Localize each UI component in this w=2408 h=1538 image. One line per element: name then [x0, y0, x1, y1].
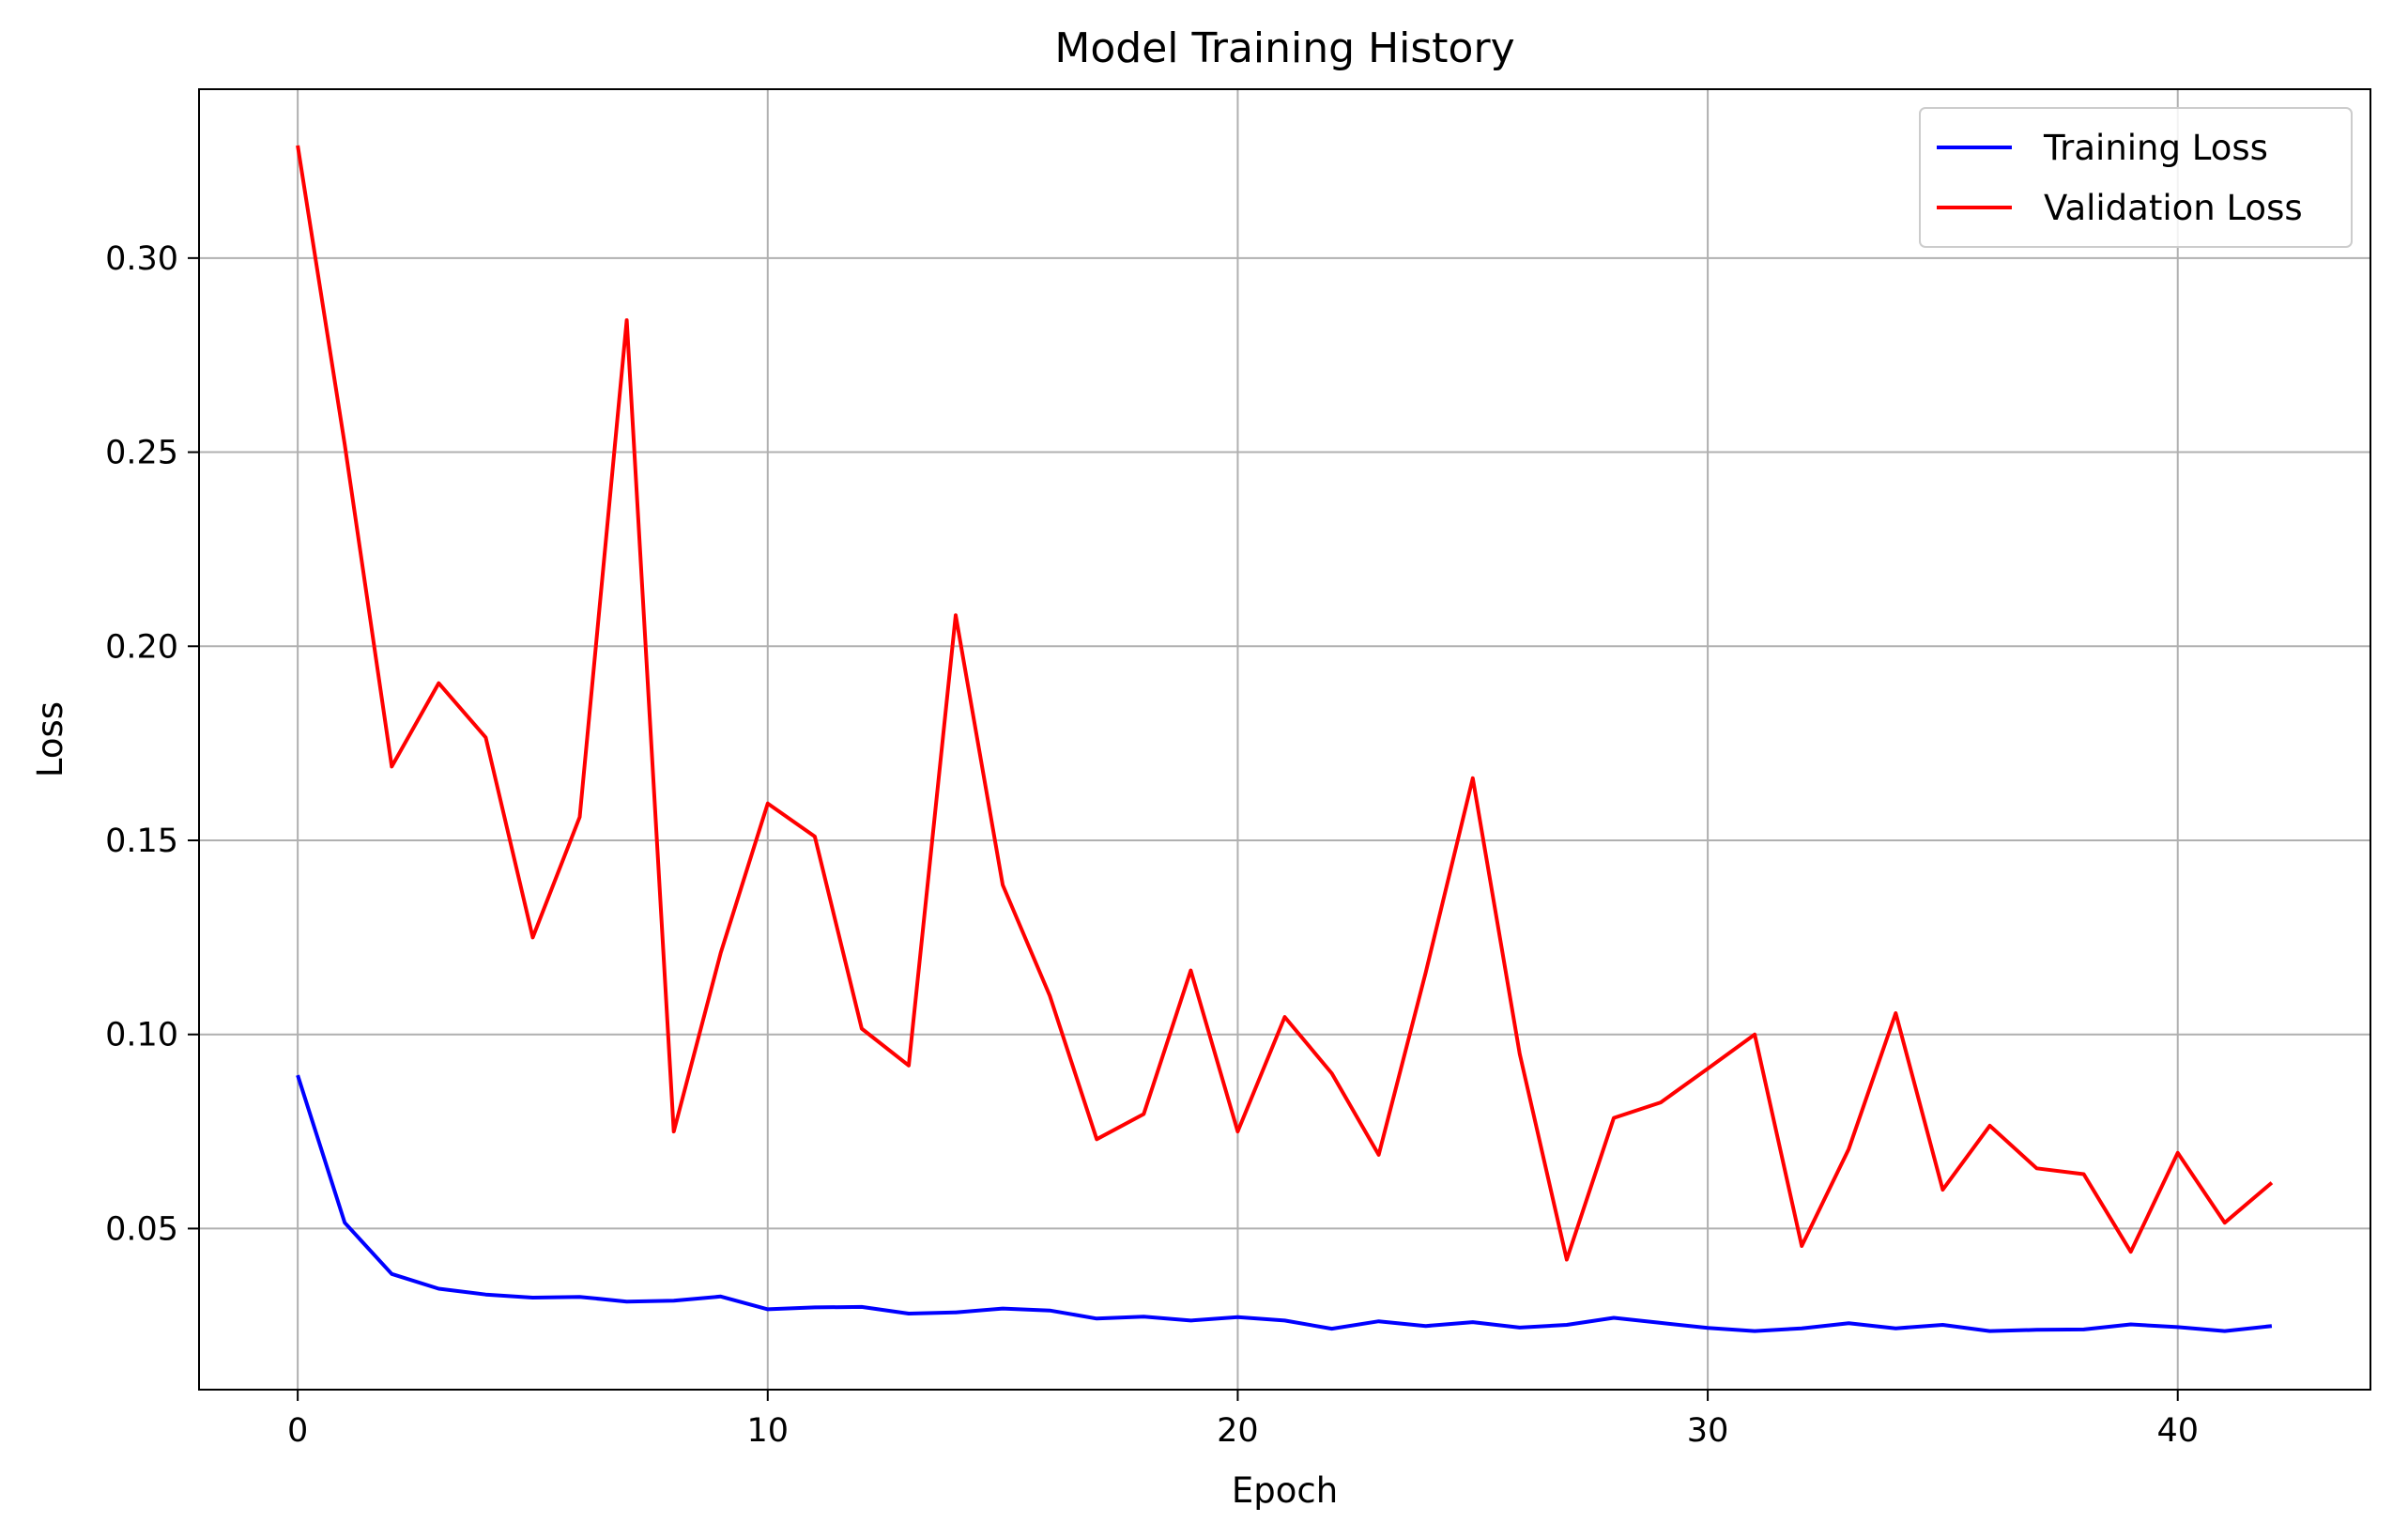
axis-ticks: 0 10 20 30 40 0.05 0.10 0.15 0.20 0.25 0.30 — [105, 240, 2199, 1450]
y-tick-label: 0.05 — [105, 1210, 178, 1248]
legend: Training Loss Validation Loss — [1919, 107, 2353, 248]
y-axis-label: Loss — [30, 701, 70, 777]
series-line-1 — [296, 145, 2274, 1262]
series-layer — [296, 145, 2274, 1333]
chart-title: Model Training History — [1054, 24, 1514, 72]
x-axis-label: Epoch — [1232, 1470, 1338, 1511]
y-tick-label: 0.30 — [105, 240, 178, 278]
x-tick-label: 20 — [1217, 1412, 1259, 1450]
x-tick-label: 10 — [747, 1412, 790, 1450]
y-tick-label: 0.15 — [105, 823, 178, 860]
y-tick-label: 0.10 — [105, 1017, 178, 1054]
legend-box — [1919, 107, 2353, 248]
legend-label: Validation Loss — [2044, 188, 2303, 228]
x-tick-label: 30 — [1687, 1412, 1729, 1450]
plot-frame — [198, 88, 2371, 1391]
series-line-0 — [296, 1074, 2273, 1333]
grid-lines — [199, 89, 2370, 1390]
y-tick-label: 0.20 — [105, 628, 178, 666]
x-tick-label: 0 — [287, 1412, 308, 1450]
x-tick-label: 40 — [2156, 1412, 2199, 1450]
legend-label: Training Loss — [2043, 128, 2268, 168]
y-tick-label: 0.25 — [105, 435, 178, 472]
